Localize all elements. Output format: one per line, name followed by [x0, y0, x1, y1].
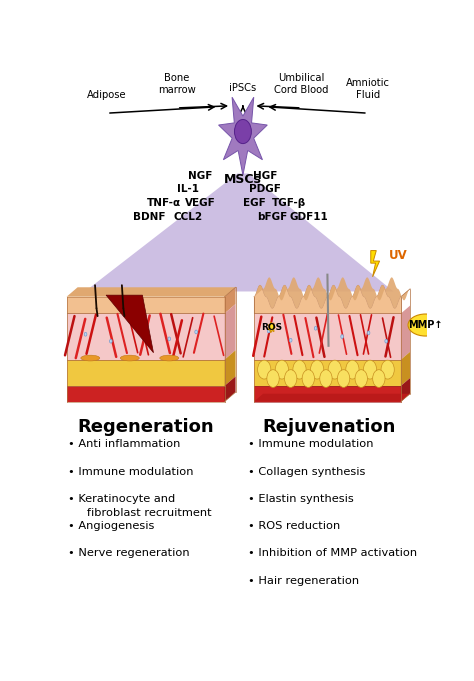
Text: EGF: EGF	[243, 198, 265, 208]
Text: VEGF: VEGF	[185, 198, 216, 208]
Text: IL-1: IL-1	[177, 185, 199, 194]
Polygon shape	[66, 297, 225, 313]
Text: Rejuvenation: Rejuvenation	[263, 418, 396, 437]
Circle shape	[302, 370, 314, 387]
Text: • Keratinocyte and: • Keratinocyte and	[68, 494, 176, 504]
Circle shape	[84, 332, 87, 336]
Polygon shape	[254, 313, 401, 360]
Polygon shape	[401, 378, 410, 402]
Polygon shape	[268, 322, 275, 333]
Ellipse shape	[408, 314, 443, 336]
Circle shape	[346, 360, 359, 379]
Polygon shape	[225, 304, 236, 360]
Circle shape	[337, 370, 350, 387]
Circle shape	[284, 370, 297, 387]
Text: bFGF: bFGF	[257, 212, 287, 222]
Text: MMP↑: MMP↑	[408, 320, 443, 330]
Polygon shape	[85, 174, 393, 291]
Circle shape	[385, 339, 388, 343]
Text: Adipose: Adipose	[87, 90, 127, 100]
Polygon shape	[66, 360, 225, 386]
Polygon shape	[254, 386, 401, 402]
Circle shape	[267, 329, 270, 333]
Text: TGF-β: TGF-β	[272, 198, 306, 208]
Text: TNF-α: TNF-α	[147, 198, 181, 208]
Polygon shape	[66, 313, 225, 360]
Text: CCL2: CCL2	[173, 212, 202, 222]
Circle shape	[341, 334, 344, 338]
Circle shape	[310, 360, 324, 379]
Text: Umbilical
Cord Blood: Umbilical Cord Blood	[274, 74, 329, 95]
Text: • Collagen synthesis: • Collagen synthesis	[248, 466, 366, 477]
Text: BDNF: BDNF	[133, 212, 165, 222]
Polygon shape	[371, 251, 380, 276]
Circle shape	[367, 331, 370, 335]
Circle shape	[293, 360, 306, 379]
Polygon shape	[401, 306, 410, 360]
Text: • Anti inflammation: • Anti inflammation	[68, 439, 181, 449]
Polygon shape	[254, 360, 401, 386]
Text: iPSCs: iPSCs	[229, 83, 256, 93]
Text: • Inhibition of MMP activation: • Inhibition of MMP activation	[248, 548, 418, 558]
Text: Amniotic
Fluid: Amniotic Fluid	[346, 78, 390, 100]
Polygon shape	[254, 277, 410, 308]
Text: HGF: HGF	[253, 171, 277, 181]
Polygon shape	[106, 295, 154, 353]
Polygon shape	[219, 97, 267, 175]
Circle shape	[355, 370, 367, 387]
Text: • ROS reduction: • ROS reduction	[248, 521, 341, 531]
Circle shape	[381, 360, 394, 379]
Text: Bone
marrow: Bone marrow	[158, 74, 196, 95]
Circle shape	[364, 360, 377, 379]
Text: • Nerve regeneration: • Nerve regeneration	[68, 548, 190, 558]
Circle shape	[320, 370, 332, 387]
Text: fibroblast recruitment: fibroblast recruitment	[76, 507, 211, 518]
Text: Regeneration: Regeneration	[77, 418, 214, 437]
Circle shape	[275, 360, 289, 379]
Circle shape	[314, 326, 317, 330]
Text: PDGF: PDGF	[249, 185, 281, 194]
Ellipse shape	[120, 355, 139, 361]
Polygon shape	[401, 352, 410, 386]
Circle shape	[141, 328, 144, 332]
Polygon shape	[225, 287, 236, 313]
Polygon shape	[66, 287, 236, 297]
Circle shape	[258, 360, 271, 379]
Circle shape	[195, 330, 198, 334]
Ellipse shape	[160, 355, 179, 361]
Text: • Angiogenesis: • Angiogenesis	[68, 521, 155, 531]
Circle shape	[235, 119, 251, 144]
Text: • Immune modulation: • Immune modulation	[248, 439, 374, 449]
Text: • Hair regeneration: • Hair regeneration	[248, 575, 360, 586]
Text: GDF11: GDF11	[290, 212, 328, 222]
Text: ROS: ROS	[261, 323, 282, 332]
Polygon shape	[254, 394, 410, 402]
Ellipse shape	[81, 355, 100, 361]
Polygon shape	[225, 377, 236, 402]
Text: • Immune modulation: • Immune modulation	[68, 466, 194, 477]
Polygon shape	[225, 350, 236, 386]
Circle shape	[328, 360, 341, 379]
Text: • Elastin synthesis: • Elastin synthesis	[248, 494, 354, 504]
Circle shape	[373, 370, 385, 387]
Circle shape	[267, 370, 279, 387]
Polygon shape	[66, 386, 225, 402]
Text: MSCs: MSCs	[224, 174, 262, 187]
Polygon shape	[254, 285, 401, 313]
Text: UV: UV	[389, 249, 408, 262]
Circle shape	[168, 337, 171, 340]
Circle shape	[109, 339, 112, 343]
Text: NGF: NGF	[189, 171, 213, 181]
Circle shape	[289, 338, 292, 342]
